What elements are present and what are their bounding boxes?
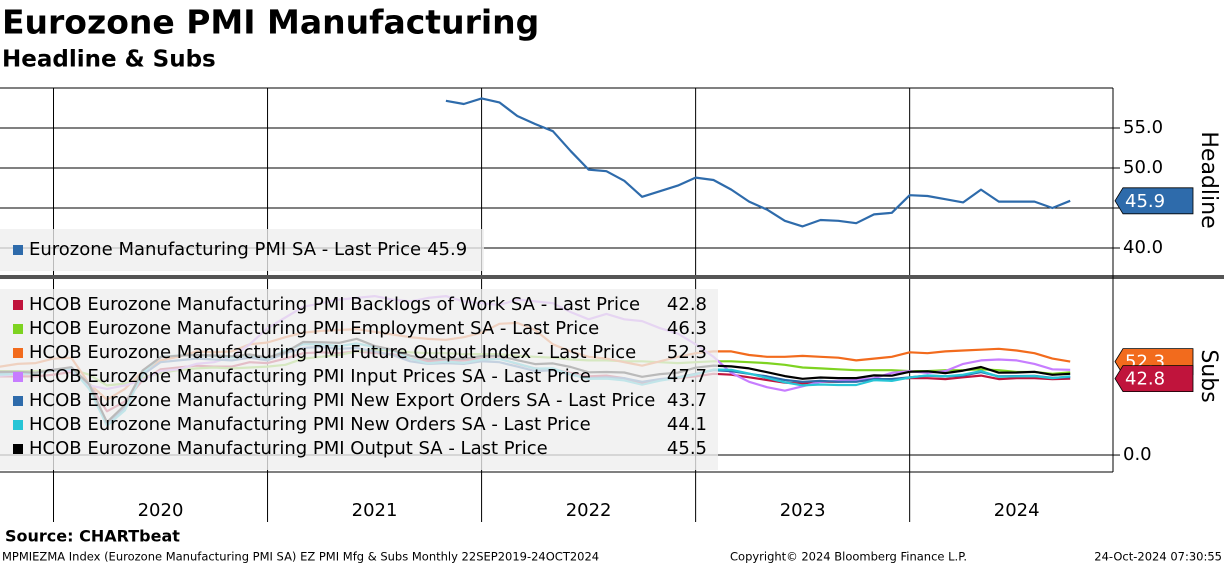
legend-value: 42.8 [667,294,707,315]
legend-label: HCOB Eurozone Manufacturing PMI New Expo… [29,390,655,411]
legend-label: HCOB Eurozone Manufacturing PMI Output S… [29,438,548,459]
legend-label: HCOB Eurozone Manufacturing PMI New Orde… [29,414,591,435]
overlay: Headline Eurozone Manufacturing PMI SA - … [0,131,1221,470]
legend-label: HCOB Eurozone Manufacturing PMI Employme… [29,318,599,339]
legend-value: 45.5 [667,438,707,459]
chart-subtitle: Headline & Subs [2,47,216,73]
copyright: Copyright© 2024 Bloomberg Finance L.P. [730,550,967,564]
legend-box [0,229,484,271]
x-tick-label: 2022 [566,500,612,521]
value-badge-label: 42.8 [1125,369,1165,390]
legend-value: 46.3 [667,318,707,339]
legend-label: HCOB Eurozone Manufacturing PMI Input Pr… [29,366,591,387]
y-tick-label: 0.0 [1123,444,1152,465]
legend-swatch [13,396,23,406]
x-tick-label: 2023 [780,500,826,521]
source: Source: CHARTbeat [5,527,180,546]
legend-box [0,289,718,470]
legend-swatch [13,348,23,358]
y-axis-label: Headline [1196,131,1221,228]
legend-swatch [13,372,23,382]
legend-swatch [13,444,23,454]
x-tick-label: 2020 [138,500,184,521]
legend-value: 47.7 [667,366,707,387]
legend-value: 44.1 [667,414,707,435]
value-badge [1114,187,1194,215]
chart-title: Eurozone PMI Manufacturing [2,3,539,42]
legend-value: 52.3 [667,342,707,363]
y-tick-label: 55.0 [1123,117,1163,138]
x-tick-label: 2024 [994,500,1040,521]
value-badge-label: 45.9 [1125,191,1165,212]
value-badge [1114,365,1194,392]
footer-description: MPMIEZMA Index (Eurozone Manufacturing P… [2,550,599,564]
series-line [445,97,1071,228]
y-tick-label: 40.0 [1123,237,1163,258]
legend-label: Eurozone Manufacturing PMI SA - Last Pri… [29,239,421,260]
x-tick-label: 2021 [352,500,398,521]
legend-value: 43.7 [667,390,707,411]
legend-swatch [13,420,23,430]
legend-swatch [13,300,23,310]
legend-label: HCOB Eurozone Manufacturing PMI Backlogs… [29,294,640,315]
timestamp: 24-Oct-2024 07:30:55 [1094,550,1222,564]
y-axis-label: Subs [1196,349,1221,402]
legend-label: HCOB Eurozone Manufacturing PMI Future O… [29,342,636,363]
y-tick-label: 50.0 [1123,157,1163,178]
legend-swatch [13,245,23,255]
legend-value: 45.9 [427,239,467,260]
legend-swatch [13,324,23,334]
